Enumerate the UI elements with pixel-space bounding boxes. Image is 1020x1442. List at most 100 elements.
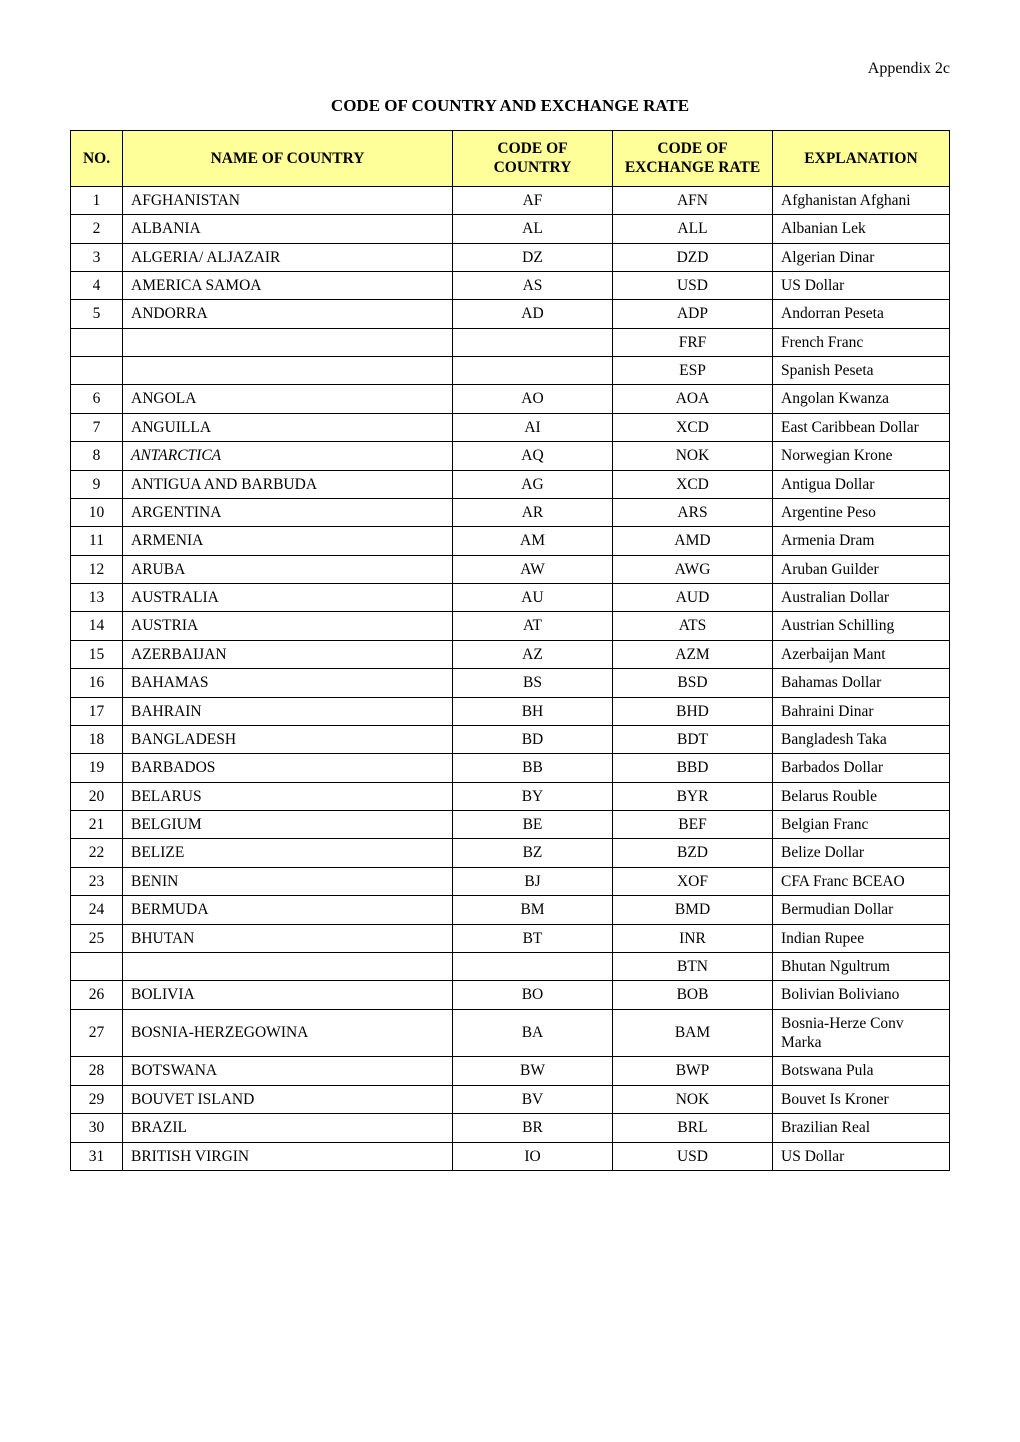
cell-code: BJ xyxy=(453,867,613,895)
cell-rate: ATS xyxy=(613,612,773,640)
cell-rate: BYR xyxy=(613,782,773,810)
cell-name: BOLIVIA xyxy=(123,981,453,1009)
cell-code: AL xyxy=(453,215,613,243)
table-row: FRFFrench Franc xyxy=(71,328,950,356)
cell-no: 25 xyxy=(71,924,123,952)
table-row: 13AUSTRALIAAUAUDAustralian Dollar xyxy=(71,584,950,612)
table-row: 10ARGENTINAARARSArgentine Peso xyxy=(71,498,950,526)
cell-name: AUSTRALIA xyxy=(123,584,453,612)
cell-rate: BTN xyxy=(613,952,773,980)
cell-rate: XOF xyxy=(613,867,773,895)
cell-exp: Brazilian Real xyxy=(773,1114,950,1142)
cell-name: BERMUDA xyxy=(123,896,453,924)
cell-code xyxy=(453,357,613,385)
cell-name: BOUVET ISLAND xyxy=(123,1085,453,1113)
cell-name: BANGLADESH xyxy=(123,725,453,753)
cell-no: 30 xyxy=(71,1114,123,1142)
table-row: 15AZERBAIJANAZAZMAzerbaijan Mant xyxy=(71,640,950,668)
cell-no xyxy=(71,328,123,356)
table-row: 11ARMENIAAMAMDArmenia Dram xyxy=(71,527,950,555)
cell-no xyxy=(71,952,123,980)
cell-no: 11 xyxy=(71,527,123,555)
cell-rate: BDT xyxy=(613,725,773,753)
cell-no: 29 xyxy=(71,1085,123,1113)
table-body: 1AFGHANISTANAFAFNAfghanistan Afghani2ALB… xyxy=(71,186,950,1170)
table-row: BTNBhutan Ngultrum xyxy=(71,952,950,980)
cell-code: BS xyxy=(453,669,613,697)
cell-rate: ARS xyxy=(613,498,773,526)
cell-exp: US Dollar xyxy=(773,1142,950,1170)
cell-exp: Aruban Guilder xyxy=(773,555,950,583)
cell-no: 31 xyxy=(71,1142,123,1170)
cell-rate: AWG xyxy=(613,555,773,583)
table-row: 28BOTSWANABWBWPBotswana Pula xyxy=(71,1057,950,1085)
cell-no xyxy=(71,357,123,385)
col-header-name: NAME OF COUNTRY xyxy=(123,131,453,187)
table-row: 22BELIZEBZBZDBelize Dollar xyxy=(71,839,950,867)
cell-no: 26 xyxy=(71,981,123,1009)
cell-exp: Austrian Schilling xyxy=(773,612,950,640)
cell-code: BW xyxy=(453,1057,613,1085)
cell-no: 21 xyxy=(71,811,123,839)
cell-rate: FRF xyxy=(613,328,773,356)
table-row: 30BRAZILBRBRLBrazilian Real xyxy=(71,1114,950,1142)
cell-exp: Bosnia-Herze Conv Marka xyxy=(773,1009,950,1057)
cell-exp: Indian Rupee xyxy=(773,924,950,952)
cell-exp: Australian Dollar xyxy=(773,584,950,612)
table-row: 6ANGOLAAOAOAAngolan Kwanza xyxy=(71,385,950,413)
cell-name xyxy=(123,328,453,356)
cell-no: 19 xyxy=(71,754,123,782)
cell-code: AQ xyxy=(453,442,613,470)
cell-exp: Bahraini Dinar xyxy=(773,697,950,725)
cell-rate: XCD xyxy=(613,470,773,498)
cell-name: ARMENIA xyxy=(123,527,453,555)
cell-exp: Bahamas Dollar xyxy=(773,669,950,697)
cell-exp: Bangladesh Taka xyxy=(773,725,950,753)
cell-no: 1 xyxy=(71,186,123,214)
cell-exp: Armenia Dram xyxy=(773,527,950,555)
cell-code: AR xyxy=(453,498,613,526)
cell-no: 16 xyxy=(71,669,123,697)
cell-rate: NOK xyxy=(613,442,773,470)
cell-no: 20 xyxy=(71,782,123,810)
cell-no: 15 xyxy=(71,640,123,668)
table-row: 20BELARUSBYBYRBelarus Rouble xyxy=(71,782,950,810)
cell-no: 23 xyxy=(71,867,123,895)
table-row: 7ANGUILLAAIXCDEast Caribbean Dollar xyxy=(71,413,950,441)
cell-rate: BBD xyxy=(613,754,773,782)
cell-rate: AUD xyxy=(613,584,773,612)
cell-exp: Belize Dollar xyxy=(773,839,950,867)
cell-exp: Botswana Pula xyxy=(773,1057,950,1085)
table-row: 9ANTIGUA AND BARBUDAAGXCDAntigua Dollar xyxy=(71,470,950,498)
cell-name: BHUTAN xyxy=(123,924,453,952)
cell-code: AU xyxy=(453,584,613,612)
cell-name: BELGIUM xyxy=(123,811,453,839)
cell-rate: BZD xyxy=(613,839,773,867)
cell-rate: USD xyxy=(613,1142,773,1170)
cell-rate: BWP xyxy=(613,1057,773,1085)
cell-no: 28 xyxy=(71,1057,123,1085)
cell-no: 5 xyxy=(71,300,123,328)
cell-rate: USD xyxy=(613,271,773,299)
table-row: 29BOUVET ISLANDBVNOKBouvet Is Kroner xyxy=(71,1085,950,1113)
cell-code: IO xyxy=(453,1142,613,1170)
cell-code xyxy=(453,952,613,980)
cell-code: AS xyxy=(453,271,613,299)
cell-name: ANTIGUA AND BARBUDA xyxy=(123,470,453,498)
cell-code: AD xyxy=(453,300,613,328)
cell-name: BOTSWANA xyxy=(123,1057,453,1085)
cell-exp: Bhutan Ngultrum xyxy=(773,952,950,980)
col-header-code: CODE OF COUNTRY xyxy=(453,131,613,187)
cell-exp: Algerian Dinar xyxy=(773,243,950,271)
cell-name: AMERICA SAMOA xyxy=(123,271,453,299)
cell-no: 7 xyxy=(71,413,123,441)
cell-name: ARUBA xyxy=(123,555,453,583)
cell-exp: French Franc xyxy=(773,328,950,356)
cell-code: AG xyxy=(453,470,613,498)
table-row: ESPSpanish Peseta xyxy=(71,357,950,385)
table-row: 23BENINBJXOFCFA Franc BCEAO xyxy=(71,867,950,895)
cell-exp: Azerbaijan Mant xyxy=(773,640,950,668)
cell-exp: Spanish Peseta xyxy=(773,357,950,385)
cell-name: BELARUS xyxy=(123,782,453,810)
cell-code: BH xyxy=(453,697,613,725)
